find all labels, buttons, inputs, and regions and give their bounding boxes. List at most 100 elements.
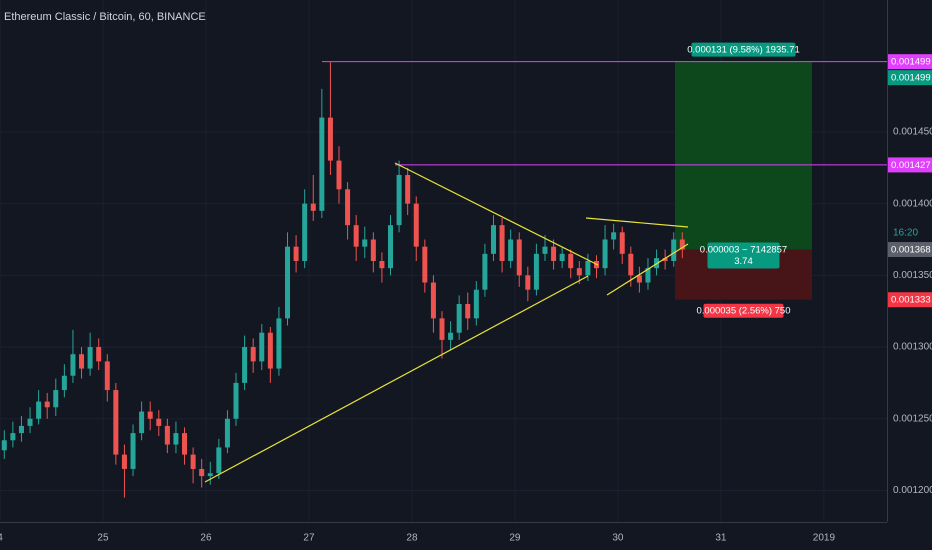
candle-body [508,239,514,261]
candle-body [465,304,471,319]
candle-body [456,304,462,333]
price-label: 0.001499 [891,57,931,68]
candle-body [533,253,539,290]
position-info-bg [707,242,780,269]
price-label-bg [888,54,932,70]
candle-body [448,332,454,340]
candle-body [645,268,651,283]
y-tick-label: 0.001250 [893,413,932,424]
x-tick-label: 28 [406,533,418,544]
candle-body [10,433,16,441]
candle-body [87,347,93,369]
candle-body [293,246,299,261]
candle-body [611,232,617,240]
candle-body [36,401,42,419]
trend-lines [204,162,689,483]
candle-body [113,390,119,455]
position-info: 0.000003 ~ 7142857 [700,245,787,256]
candle-body [139,411,145,434]
candle-body [27,418,33,426]
candle-body [362,239,368,247]
candle-body [250,347,256,362]
resistance-line [394,162,599,266]
position-info: 3.74 [734,256,753,267]
stop-label-bg [703,303,784,318]
candle-body [413,203,419,247]
target-label: 0.000131 (9.58%) 1935.71 [687,45,800,56]
candle-body [61,375,67,391]
candle-body [233,382,239,419]
candle-body [422,246,428,283]
candle-body [619,232,625,254]
candle-body [430,282,436,319]
candle-body [267,332,273,369]
candle-body [164,425,170,445]
candle-body [662,258,668,261]
candle-body [345,189,351,226]
support-line [204,275,589,483]
candle-body [53,390,59,408]
candle-body [224,418,230,448]
candle-body [18,425,24,434]
candle-body [182,433,188,455]
candle-body [636,275,642,283]
candle-body [336,160,342,190]
y-tick-label: 0.001350 [893,270,932,281]
candle-body [525,275,531,290]
target-label-bg [691,42,796,57]
pennant-top [585,217,689,228]
candle-body [370,239,376,261]
candle-body [310,203,316,211]
chart-title: Ethereum Classic / Bitcoin, 60, BINANCE [4,11,206,23]
candle-body [388,225,394,269]
price-label-bg [888,70,932,86]
candle-body [199,468,205,477]
candle-body [439,318,445,340]
candle-body [327,117,333,161]
candle-body [44,401,50,408]
price-label: 0.001368 [891,245,931,256]
candle-body [396,174,402,226]
candle-body [156,418,162,426]
candle-body [190,454,196,469]
candle-body [302,203,308,261]
x-tick-label: 31 [715,533,727,544]
x-tick-label: 30 [612,533,624,544]
candle-body [79,354,85,369]
candle-body [473,289,479,319]
price-label: 0.001427 [891,160,931,171]
y-tick-label: 0.001400 [893,198,932,209]
candle-body [259,332,265,362]
pennant-bottom [606,243,689,296]
countdown: 16:20 [893,228,918,239]
candle-body [242,347,248,383]
candle-body [319,117,325,211]
candle-body [130,433,136,469]
x-tick-label: 27 [303,533,315,544]
candle-body [1,440,7,451]
candle-body [551,246,557,261]
price-label-bg [888,157,932,173]
candle-body [121,454,127,469]
candle-body [671,239,677,261]
plot-area [0,0,887,522]
y-tick-label: 0.001200 [893,485,932,496]
candle-body [96,347,102,362]
candle-body [147,411,153,419]
price-label: 0.001499 [891,73,931,84]
x-tick-label: 2019 [813,533,836,544]
candle-body [490,225,496,254]
candle-body [482,253,488,290]
stop-label: 0.000035 (2.56%) 750 [696,306,790,317]
candle-body [70,354,76,376]
x-tick-label: 25 [97,533,109,544]
price-label-bg [888,242,932,258]
candle-body [559,253,565,261]
candle-body [207,473,213,477]
candle-body [602,239,608,269]
candle-body [276,318,282,369]
x-tick-label: 4 [0,533,3,544]
candle-body [104,361,110,391]
candle-body [379,261,385,269]
